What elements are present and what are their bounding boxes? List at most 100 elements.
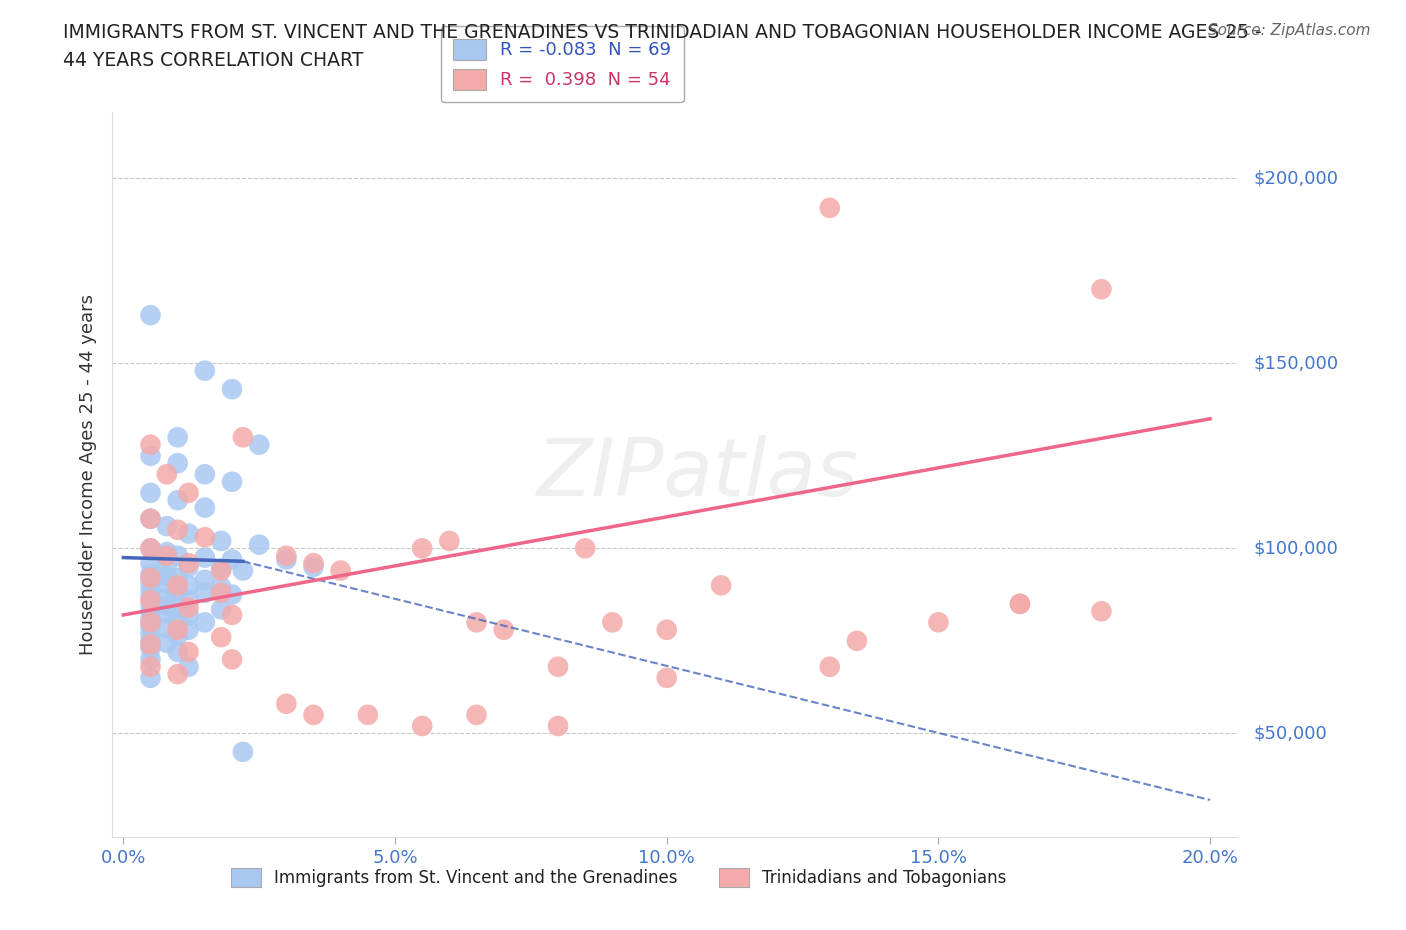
- Text: 44 YEARS CORRELATION CHART: 44 YEARS CORRELATION CHART: [63, 51, 364, 70]
- Point: [1008, 596, 1031, 611]
- Point: [166, 622, 188, 637]
- Point: [602, 615, 624, 630]
- Point: [139, 448, 162, 463]
- Y-axis label: Householder Income Ages 25 - 44 years: Householder Income Ages 25 - 44 years: [79, 294, 97, 655]
- Point: [166, 583, 188, 598]
- Point: [139, 589, 162, 604]
- Text: $200,000: $200,000: [1254, 169, 1339, 187]
- Point: [139, 641, 162, 656]
- Point: [166, 578, 188, 592]
- Point: [194, 467, 217, 482]
- Point: [547, 719, 569, 734]
- Point: [139, 652, 162, 667]
- Point: [139, 626, 162, 641]
- Point: [177, 607, 200, 622]
- Point: [139, 659, 162, 674]
- Point: [166, 430, 188, 445]
- Point: [139, 308, 162, 323]
- Point: [156, 545, 179, 560]
- Point: [156, 635, 179, 650]
- Text: IMMIGRANTS FROM ST. VINCENT AND THE GRENADINES VS TRINIDADIAN AND TOBAGONIAN HOU: IMMIGRANTS FROM ST. VINCENT AND THE GREN…: [63, 23, 1263, 42]
- Point: [156, 598, 179, 613]
- Point: [139, 574, 162, 589]
- Point: [166, 493, 188, 508]
- Point: [194, 551, 217, 565]
- Point: [221, 474, 243, 489]
- Text: Source: ZipAtlas.com: Source: ZipAtlas.com: [1208, 23, 1371, 38]
- Point: [574, 541, 596, 556]
- Point: [221, 652, 243, 667]
- Point: [1090, 604, 1112, 618]
- Point: [247, 437, 270, 452]
- Point: [139, 556, 162, 571]
- Point: [156, 519, 179, 534]
- Point: [139, 604, 162, 618]
- Point: [139, 437, 162, 452]
- Point: [221, 552, 243, 567]
- Point: [209, 561, 232, 576]
- Point: [465, 708, 488, 723]
- Point: [177, 526, 200, 541]
- Point: [156, 467, 179, 482]
- Point: [166, 456, 188, 471]
- Point: [302, 559, 325, 574]
- Point: [1090, 282, 1112, 297]
- Point: [139, 485, 162, 500]
- Point: [166, 667, 188, 682]
- Point: [818, 200, 841, 215]
- Point: [492, 622, 515, 637]
- Text: $100,000: $100,000: [1254, 539, 1339, 557]
- Point: [247, 538, 270, 552]
- Point: [139, 618, 162, 633]
- Point: [166, 523, 188, 538]
- Point: [177, 644, 200, 659]
- Point: [276, 552, 298, 567]
- Point: [139, 512, 162, 526]
- Point: [156, 605, 179, 620]
- Text: $50,000: $50,000: [1254, 724, 1327, 742]
- Point: [139, 566, 162, 581]
- Point: [139, 637, 162, 652]
- Point: [232, 563, 254, 578]
- Point: [357, 708, 380, 723]
- Point: [177, 600, 200, 615]
- Point: [710, 578, 733, 592]
- Point: [139, 615, 162, 630]
- Point: [209, 585, 232, 600]
- Point: [439, 534, 461, 549]
- Point: [655, 671, 678, 685]
- Text: $150,000: $150,000: [1254, 354, 1339, 372]
- Point: [329, 563, 352, 578]
- Point: [166, 600, 188, 615]
- Point: [139, 541, 162, 556]
- Point: [194, 364, 217, 379]
- Point: [818, 659, 841, 674]
- Point: [221, 587, 243, 602]
- Point: [177, 578, 200, 592]
- Point: [194, 585, 217, 600]
- Point: [209, 534, 232, 549]
- Point: [177, 622, 200, 637]
- Point: [139, 671, 162, 685]
- Point: [177, 592, 200, 607]
- Point: [411, 541, 433, 556]
- Point: [139, 512, 162, 526]
- Point: [209, 630, 232, 644]
- Point: [194, 500, 217, 515]
- Point: [655, 622, 678, 637]
- Point: [302, 556, 325, 571]
- Point: [139, 592, 162, 607]
- Point: [1008, 596, 1031, 611]
- Point: [166, 549, 188, 564]
- Point: [166, 644, 188, 659]
- Point: [276, 549, 298, 564]
- Point: [139, 633, 162, 648]
- Point: [166, 570, 188, 585]
- Point: [411, 719, 433, 734]
- Point: [139, 541, 162, 556]
- Legend: Immigrants from St. Vincent and the Grenadines, Trinidadians and Tobagonians: Immigrants from St. Vincent and the Gren…: [224, 861, 1014, 894]
- Point: [166, 613, 188, 628]
- Point: [156, 549, 179, 564]
- Point: [302, 708, 325, 723]
- Point: [177, 485, 200, 500]
